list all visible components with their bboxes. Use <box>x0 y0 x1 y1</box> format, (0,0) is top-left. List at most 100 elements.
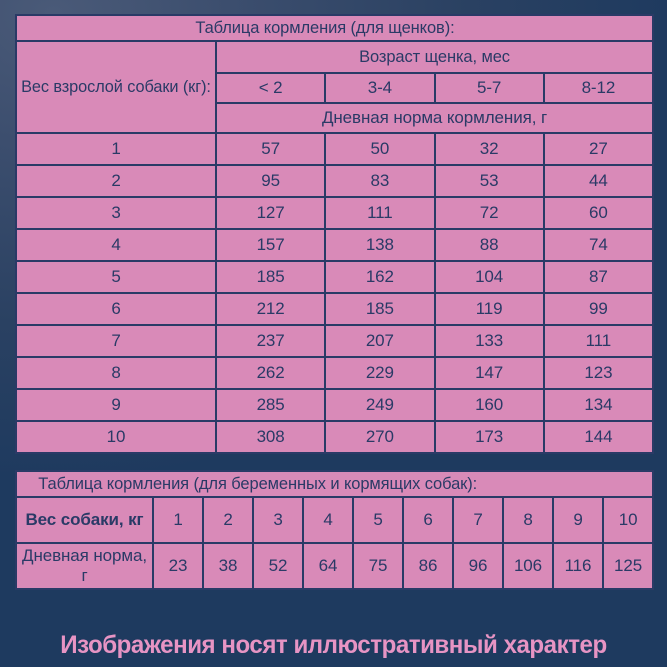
row-2-value-3: 60 <box>542 196 655 230</box>
table-row: 3 127 111 72 60 <box>15 196 655 230</box>
row-weight-6: 7 <box>15 324 217 358</box>
adult-weight-header: Вес взрослой собаки (кг): <box>19 40 213 134</box>
row-4-value-1: 162 <box>324 260 436 294</box>
row-1-value-1: 83 <box>324 164 436 198</box>
table-row: 4 157 138 88 74 <box>15 228 655 262</box>
age-range-header-2: 5-7 <box>433 72 545 104</box>
table-row: 8 262 229 147 123 <box>15 356 655 390</box>
row-weight-8: 9 <box>15 388 217 422</box>
row-0-value-2: 32 <box>433 132 545 166</box>
row-9-value-0: 308 <box>214 420 327 454</box>
row-3-value-0: 157 <box>214 228 327 262</box>
pregnant-weight-8: 9 <box>552 496 604 544</box>
pregnant-norm-8: 116 <box>552 542 604 590</box>
pregnant-norm-6: 96 <box>452 542 504 590</box>
pregnant-weight-9: 10 <box>601 496 655 544</box>
row-9-value-1: 270 <box>324 420 436 454</box>
row-weight-9: 10 <box>15 420 217 454</box>
table-row: 6 212 185 119 99 <box>15 292 655 326</box>
dog-weight-label: Вес собаки, кг <box>15 496 154 544</box>
table-row: 7 237 207 133 111 <box>15 324 655 358</box>
daily-norm-label: Дневная норма, г <box>15 542 154 590</box>
table-row: 1 57 50 32 27 <box>15 132 655 166</box>
row-9-value-2: 173 <box>433 420 545 454</box>
pregnant-table-weight-row: Вес собаки, кг 1 2 3 4 5 6 7 8 9 10 <box>15 496 655 544</box>
row-weight-0: 1 <box>15 132 217 166</box>
pregnant-weight-3: 4 <box>302 496 354 544</box>
daily-norm-header: Дневная норма кормления, г <box>214 102 655 134</box>
pregnant-table-title-row: Таблица кормления (для беременных и корм… <box>15 470 653 498</box>
row-8-value-3: 134 <box>542 388 655 422</box>
row-2-value-2: 72 <box>433 196 545 230</box>
row-9-value-3: 144 <box>542 420 655 454</box>
pregnant-norm-1: 38 <box>202 542 254 590</box>
row-7-value-0: 262 <box>214 356 327 390</box>
row-weight-2: 3 <box>15 196 217 230</box>
row-3-value-2: 88 <box>433 228 545 262</box>
pregnant-table-title: Таблица кормления (для беременных и корм… <box>15 470 636 498</box>
age-range-header-1: 3-4 <box>324 72 436 104</box>
row-weight-7: 8 <box>15 356 217 390</box>
row-3-value-1: 138 <box>324 228 436 262</box>
row-5-value-1: 185 <box>324 292 436 326</box>
row-5-value-3: 99 <box>542 292 655 326</box>
row-weight-3: 4 <box>15 228 217 262</box>
row-1-value-3: 44 <box>542 164 655 198</box>
pregnant-norm-0: 23 <box>152 542 204 590</box>
puppy-table-header-row-3: Дневная норма кормления, г <box>16 102 655 134</box>
puppy-table-title-row: Таблица кормления (для щенков): <box>15 14 653 42</box>
pregnant-weight-4: 5 <box>352 496 404 544</box>
row-5-value-2: 119 <box>433 292 545 326</box>
table-spacer <box>15 454 652 470</box>
row-6-value-3: 111 <box>542 324 655 358</box>
pregnant-norm-5: 86 <box>402 542 454 590</box>
row-7-value-3: 123 <box>542 356 655 390</box>
pregnant-norm-9: 125 <box>601 542 655 590</box>
row-1-value-0: 95 <box>214 164 327 198</box>
row-8-value-0: 285 <box>214 388 327 422</box>
age-range-header-0: < 2 <box>214 72 327 104</box>
pregnant-feeding-table: Таблица кормления (для беременных и корм… <box>15 470 655 590</box>
pregnant-weight-5: 6 <box>402 496 454 544</box>
pregnant-weight-7: 8 <box>502 496 554 544</box>
row-weight-1: 2 <box>15 164 217 198</box>
row-5-value-0: 212 <box>214 292 327 326</box>
row-2-value-1: 111 <box>324 196 436 230</box>
pregnant-weight-1: 2 <box>202 496 254 544</box>
tables-container: Таблица кормления (для щенков): Вес взро… <box>15 14 655 590</box>
pregnant-weight-6: 7 <box>452 496 504 544</box>
puppy-age-group-header: Возраст щенка, мес <box>221 40 648 74</box>
row-2-value-0: 127 <box>214 196 327 230</box>
row-8-value-1: 249 <box>324 388 436 422</box>
row-4-value-3: 87 <box>542 260 655 294</box>
table-row: 9 285 249 160 134 <box>15 388 655 422</box>
row-0-value-3: 27 <box>542 132 655 166</box>
table-row: 5 185 162 104 87 <box>15 260 655 294</box>
pregnant-norm-3: 64 <box>302 542 354 590</box>
row-7-value-1: 229 <box>324 356 436 390</box>
pregnant-weight-0: 1 <box>152 496 204 544</box>
disclaimer-caption: Изображения носят иллюстративный характе… <box>60 631 607 659</box>
row-4-value-0: 185 <box>214 260 327 294</box>
puppy-feeding-table: Таблица кормления (для щенков): Вес взро… <box>15 14 655 454</box>
age-range-header-3: 8-12 <box>542 72 655 104</box>
pregnant-norm-2: 52 <box>252 542 304 590</box>
row-7-value-2: 147 <box>433 356 545 390</box>
pregnant-norm-7: 106 <box>502 542 554 590</box>
row-6-value-1: 207 <box>324 324 436 358</box>
puppy-table-header-row-2: < 2 3-4 5-7 8-12 <box>16 72 655 104</box>
table-row: 10 308 270 173 144 <box>15 420 655 454</box>
row-weight-4: 5 <box>15 260 217 294</box>
row-1-value-2: 53 <box>433 164 545 198</box>
row-6-value-2: 133 <box>433 324 545 358</box>
table-row: 2 95 83 53 44 <box>15 164 655 198</box>
pregnant-table-norm-row: Дневная норма, г 23 38 52 64 75 86 96 10… <box>15 542 655 590</box>
row-0-value-1: 50 <box>324 132 436 166</box>
row-0-value-0: 57 <box>214 132 327 166</box>
row-weight-5: 6 <box>15 292 217 326</box>
row-8-value-2: 160 <box>433 388 545 422</box>
pregnant-weight-2: 3 <box>252 496 304 544</box>
puppy-table-title: Таблица кормления (для щенков): <box>15 14 635 42</box>
row-6-value-0: 237 <box>214 324 327 358</box>
